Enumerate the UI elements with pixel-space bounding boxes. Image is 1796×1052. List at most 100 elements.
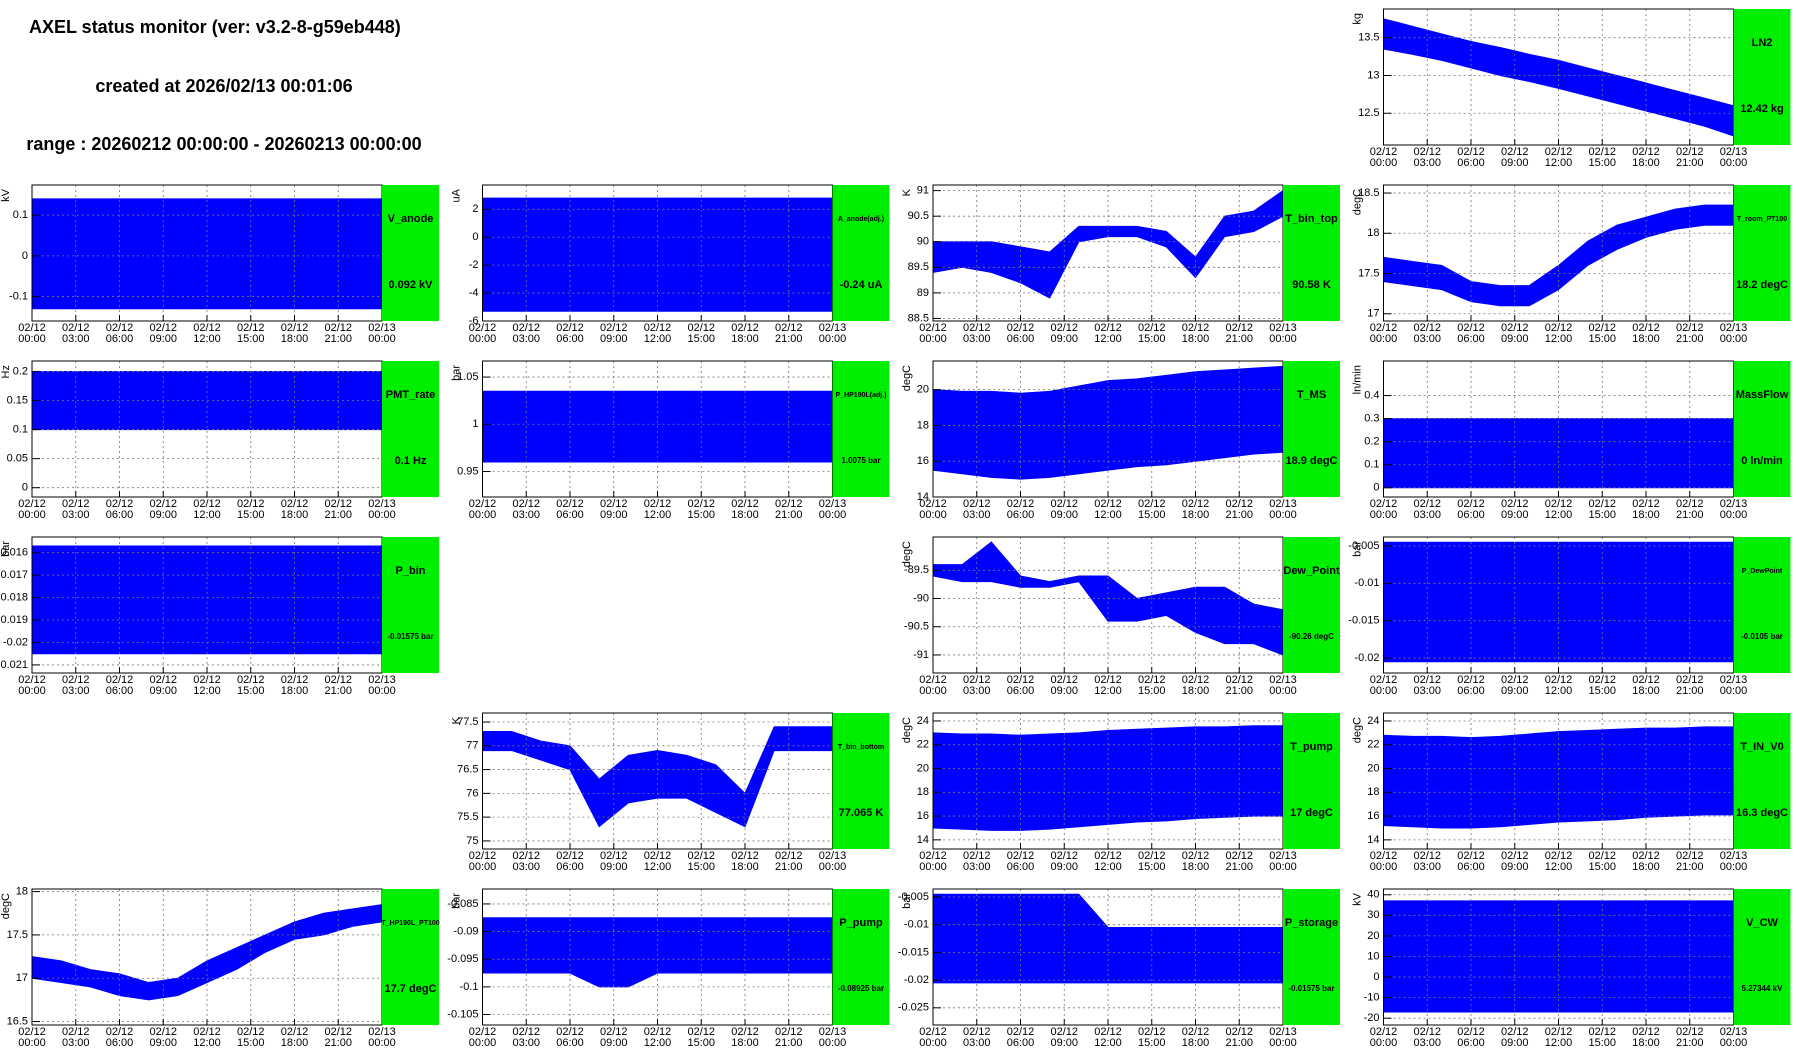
x-tick-time: 09:00 [149,1037,177,1049]
x-tick-date: 02/12 [1138,850,1166,862]
x-tick-date: 02/12 [1050,674,1078,686]
y-tick-label: 20 [917,762,929,774]
x-tick-time: 15:00 [1138,861,1166,873]
y-tick-label: 0 [22,482,28,494]
x-tick-time: 12:00 [193,333,221,345]
y-tick-label: -0.017 [0,569,28,581]
x-tick-date: 02/12 [149,1026,177,1038]
x-tick-date: 02/12 [556,322,584,334]
y-tick-label: 20 [917,384,929,396]
x-tick-time: 03:00 [512,861,540,873]
y-tick-label: 17.5 [7,929,28,941]
y-tick-label: -0.09 [453,925,478,937]
status-box [832,889,890,1025]
y-tick-label: 0.3 [1364,413,1379,425]
x-tick-date: 02/12 [1632,146,1660,158]
y-axis-label: K [450,716,462,724]
status-label: A_anode(adj.) [838,216,884,223]
x-tick-time: 03:00 [1413,861,1441,873]
x-tick-date: 02/12 [512,850,540,862]
status-box [1733,713,1791,849]
x-tick-time: 21:00 [324,509,352,521]
x-tick-time: 09:00 [1501,861,1529,873]
status-label: V_CW [1746,917,1778,929]
x-tick-time: 03:00 [1413,685,1441,697]
y-tick-label: 24 [917,715,929,727]
y-tick-label: -0.018 [0,592,28,604]
x-tick-time: 18:00 [1182,861,1210,873]
panel: 88.58989.59090.59102/1200:0002/1203:0002… [901,184,1340,345]
x-tick-time: 15:00 [1588,861,1616,873]
y-axis-label: bar [450,893,462,909]
y-tick-label: -6 [469,315,479,327]
status-box [1283,537,1340,673]
x-tick-date: 02/12 [1413,146,1441,158]
status-readout: 0 ln/min [1741,455,1783,467]
x-tick-date: 02/12 [106,498,134,510]
x-tick-date: 02/12 [1676,1026,1704,1038]
x-tick-time: 00:00 [1269,333,1297,345]
x-tick-date: 02/12 [1413,498,1441,510]
status-readout: 77.065 K [839,807,884,819]
x-tick-date: 02/12 [963,498,991,510]
x-tick-date: 02/12 [193,1026,221,1038]
y-tick-label: 0.05 [7,453,28,465]
y-axis-label: degC [0,893,12,919]
panel: -0.100.102/1200:0002/1203:0002/1206:0002… [0,184,439,345]
time-range: range : 20260212 00:00:00 - 20260213 00:… [26,134,421,154]
y-tick-label: 76.5 [457,763,478,775]
x-tick-time: 06:00 [106,1037,134,1049]
x-tick-time: 00:00 [1370,685,1398,697]
x-tick-time: 09:00 [1501,157,1529,169]
status-readout: 90.58 K [1292,279,1331,291]
y-tick-label: -2 [469,259,479,271]
y-axis-label: degC [901,541,913,567]
y-tick-label: 0.1 [1364,459,1379,471]
y-tick-label: 14 [1367,834,1379,846]
status-label: P_storage [1285,917,1338,929]
x-tick-time: 12:00 [193,1037,221,1049]
x-tick-date: 02/12 [1501,674,1529,686]
x-tick-time: 15:00 [687,333,715,345]
panel: -20-1001020304002/1200:0002/1203:0002/12… [1351,888,1791,1049]
x-tick-date: 02/12 [775,850,803,862]
x-tick-time: 00:00 [1269,509,1297,521]
status-label: P_DewPoint [1742,568,1783,575]
panel: 12.51313.502/1200:0002/1203:0002/1206:00… [1351,8,1791,169]
x-tick-date: 02/12 [1676,322,1704,334]
x-tick-time: 12:00 [1545,333,1573,345]
x-tick-time: 03:00 [62,685,90,697]
panel: 14161820222402/1200:0002/1203:0002/1206:… [901,712,1340,873]
y-tick-label: -0.1 [460,981,479,993]
x-tick-date: 02/12 [644,322,672,334]
status-label: P_pump [839,917,883,929]
x-tick-time: 21:00 [1225,861,1253,873]
x-tick-date: 02/12 [512,1026,540,1038]
panel: -0.021 -0.02 -0.019 -0.018 -0.017 -0.016 02/12… [0,536,439,697]
x-tick-time: 21:00 [1676,685,1704,697]
x-tick-time: 21:00 [1676,333,1704,345]
plot-area [1383,185,1734,321]
x-tick-date: 02/12 [1632,1026,1660,1038]
x-tick-date: 02/12 [469,322,497,334]
x-tick-time: 00:00 [18,1037,46,1049]
x-tick-date: 02/12 [1457,498,1485,510]
x-tick-time: 12:00 [1545,1037,1573,1049]
x-tick-date: 02/12 [1138,322,1166,334]
x-tick-date: 02/12 [1588,1026,1616,1038]
x-tick-date: 02/12 [1588,498,1616,510]
status-readout: 5.27344 kV [1742,984,1784,993]
status-box [382,889,439,1025]
x-tick-date: 02/12 [281,674,309,686]
y-tick-label: -4 [469,287,479,299]
x-tick-time: 18:00 [281,333,309,345]
x-tick-date: 02/12 [1457,146,1485,158]
x-tick-date: 02/12 [1138,674,1166,686]
y-tick-label: -0.02 [904,974,929,986]
x-tick-time: 12:00 [644,861,672,873]
x-tick-time: 00:00 [919,509,947,521]
status-label: LN2 [1752,37,1773,49]
y-tick-label: 22 [1367,739,1379,751]
y-tick-label: 18 [917,786,929,798]
x-tick-time: 00:00 [1269,1037,1297,1049]
